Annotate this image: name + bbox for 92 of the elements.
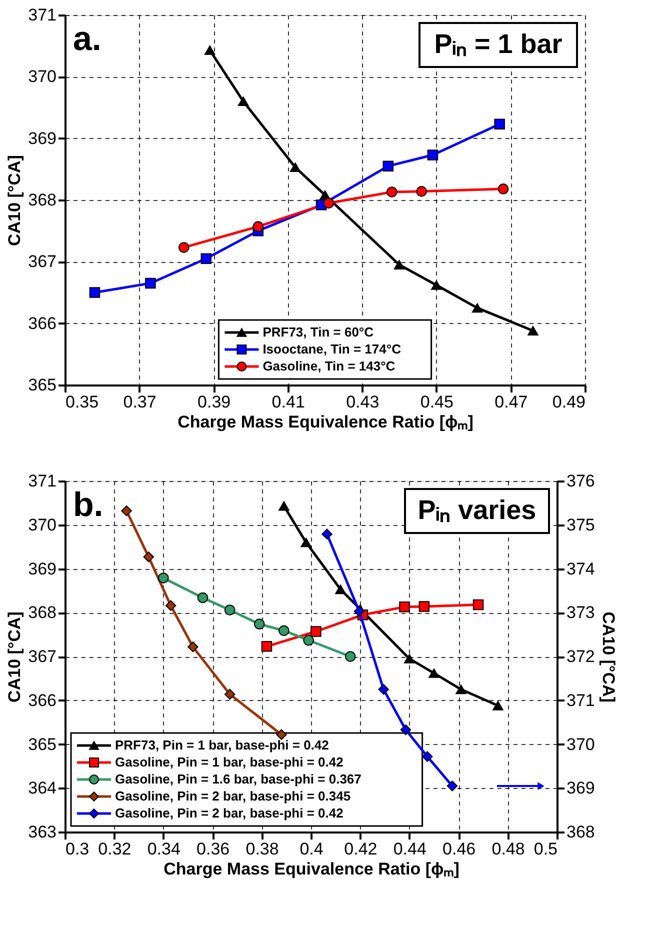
point [335, 584, 346, 594]
point [422, 751, 433, 762]
y-tick-label: 366 [28, 690, 56, 710]
y-tick-label: 369 [28, 128, 56, 148]
x-tick-label: 0.36 [196, 840, 230, 858]
x-tick-label: 0.3 [66, 840, 90, 858]
point [378, 684, 389, 695]
y-axis-title: CA10 [°CA] [5, 612, 24, 702]
y-tick-label: 366 [28, 314, 56, 333]
x-tick-label: 0.35 [66, 392, 99, 412]
point [261, 641, 272, 652]
point [224, 688, 236, 700]
legend-label: Gasoline, Pin = 1 bar, base-phi = 0.42 [115, 754, 344, 770]
point [428, 668, 440, 678]
legend-label: PRF73, Pin = 1 bar, base-phi = 0.42 [115, 738, 329, 752]
point [310, 626, 322, 637]
y-tick-label: 371 [28, 6, 56, 24]
x-tick-label: 0.39 [198, 392, 231, 412]
point [158, 572, 169, 584]
legend-label: Gasoline, Pin = 1.6 bar, base-phi = 0.367 [115, 772, 362, 786]
x-tick-label: 0.45 [420, 392, 454, 412]
point [254, 618, 265, 630]
point [300, 538, 312, 548]
x-tick-label: 0.37 [123, 392, 156, 412]
point [446, 780, 458, 792]
y-tick-label: 370 [28, 67, 56, 86]
x-axis-title: Charge Mass Equivalence Ratio [ϕₘ] [178, 412, 474, 432]
x-tick-label: 0.4 [300, 840, 324, 858]
legend-label: PRF73, Tin = 60°C [262, 324, 374, 340]
y-tick-label: 363 [28, 822, 56, 842]
x-tick-label: 0.42 [344, 840, 378, 858]
y2-tick-label: 370 [566, 734, 595, 754]
x-tick-label: 0.41 [272, 392, 305, 412]
y-tick-label: 368 [28, 190, 56, 210]
legend-label: Isooctane, Tin = 174°C [262, 342, 402, 356]
annotation: Pᵢₙ = 1 bar [434, 29, 563, 59]
point [276, 729, 287, 740]
x-axis-title: Charge Mass Equivalence Ratio [ϕₘ] [164, 860, 460, 878]
legend-label: Gasoline, Pin = 2 bar, base-phi = 0.42 [115, 806, 344, 820]
y-axis-title: CA10 [°CA] [5, 155, 24, 246]
point [188, 641, 198, 652]
y2-tick-label: 374 [566, 559, 595, 578]
x-tick-label: 0.38 [246, 840, 279, 858]
point [354, 606, 365, 617]
x-tick-label: 0.47 [494, 392, 528, 412]
y-tick-label: 368 [28, 603, 56, 622]
point [278, 501, 290, 511]
y2-tick-label: 368 [566, 822, 595, 842]
point [456, 684, 466, 694]
y-tick-label: 367 [28, 647, 56, 666]
point [492, 700, 504, 710]
y-tick-label: 370 [28, 515, 56, 534]
y-tick-label: 371 [28, 472, 56, 490]
x-tick-label: 0.34 [147, 840, 180, 858]
x-tick-label: 0.46 [442, 840, 476, 858]
y2-axis-title: CA10 [°CA] [598, 612, 618, 702]
annotation: b. [73, 486, 104, 524]
point [278, 625, 290, 636]
annotation: Pᵢₙ varies [418, 495, 536, 525]
point [303, 634, 314, 646]
legend-label: Gasoline, Tin = 143°C [262, 358, 396, 374]
point [143, 552, 154, 562]
y-tick-label: 365 [28, 376, 56, 394]
point [322, 528, 332, 540]
y2-tick-label: 376 [566, 472, 595, 490]
x-tick-label: 0.32 [98, 840, 132, 858]
point [165, 600, 176, 611]
y2-tick-label: 373 [566, 603, 595, 622]
legend-label: Gasoline, Pin = 2 bar, base-phi = 0.345 [115, 788, 351, 804]
y2-tick-label: 375 [566, 515, 595, 534]
point [472, 599, 484, 610]
y-tick-label: 364 [28, 778, 56, 798]
y2-tick-label: 372 [566, 647, 595, 666]
point [197, 592, 208, 604]
y2-tick-label: 369 [566, 778, 595, 798]
point [344, 651, 356, 662]
point [399, 602, 410, 612]
annotation: a. [73, 20, 102, 58]
x-tick-label: 0.49 [552, 392, 586, 412]
y2-tick-label: 371 [566, 690, 595, 710]
x-tick-label: 0.5 [534, 840, 558, 858]
point [404, 654, 415, 664]
y-tick-label: 367 [28, 252, 56, 272]
y-tick-label: 369 [28, 559, 56, 578]
x-tick-label: 0.44 [393, 840, 426, 858]
point [400, 724, 412, 736]
x-tick-label: 0.43 [346, 392, 380, 412]
x-tick-label: 0.48 [492, 840, 525, 858]
y-tick-label: 365 [28, 734, 56, 754]
point [418, 601, 430, 612]
point [121, 505, 132, 516]
point [224, 604, 236, 616]
